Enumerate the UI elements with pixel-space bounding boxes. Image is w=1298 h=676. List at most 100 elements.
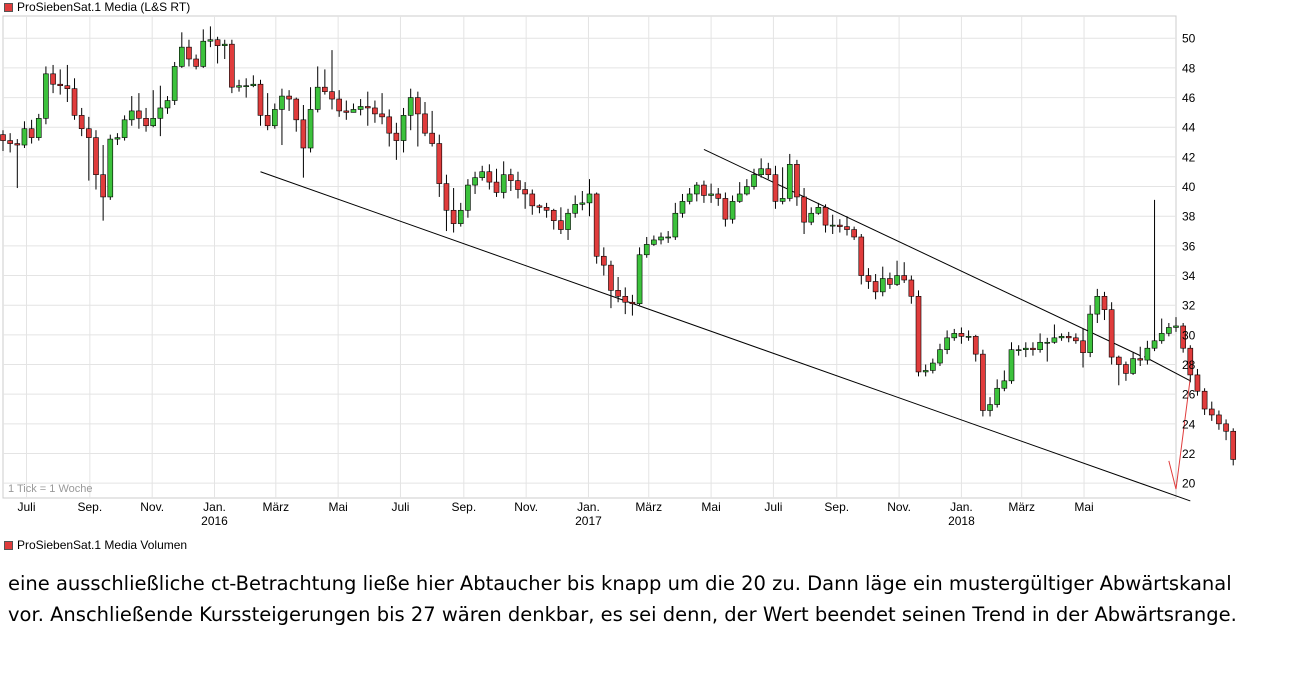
- candle-down: [1216, 410, 1222, 430]
- candle-body: [543, 207, 550, 211]
- candle-body: [844, 226, 850, 230]
- candle-down: [429, 110, 435, 147]
- candle-up: [171, 61, 178, 105]
- candle-up: [758, 158, 764, 178]
- candle-body: [364, 106, 371, 109]
- candle-down: [958, 327, 965, 344]
- candle-body: [357, 106, 364, 110]
- candle-down: [64, 64, 71, 103]
- candle-body: [1201, 390, 1208, 410]
- candle-down: [822, 204, 829, 233]
- candle-down: [14, 139, 21, 189]
- x-tick-label: März: [262, 500, 289, 514]
- candle-body: [457, 209, 464, 224]
- candle-body: [386, 116, 393, 134]
- x-tick-label: März: [1008, 500, 1035, 514]
- candle-body: [157, 107, 164, 119]
- candle-body: [57, 83, 64, 87]
- candle-body: [872, 281, 879, 293]
- candle-down: [794, 159, 800, 206]
- candle-body: [450, 209, 457, 224]
- candlestick-series: [0, 26, 1237, 466]
- candle-down: [1101, 291, 1108, 321]
- candle-down: [765, 162, 772, 180]
- candle-down: [1030, 342, 1036, 356]
- candle-up: [350, 103, 357, 113]
- candle-down: [593, 192, 600, 264]
- candle-up: [665, 231, 671, 243]
- candle-down: [772, 165, 779, 209]
- candle-body: [114, 137, 121, 140]
- candle-body: [615, 290, 621, 297]
- candle-body: [28, 128, 35, 138]
- candle-up: [744, 179, 750, 196]
- candle-body: [343, 110, 350, 113]
- candle-body: [314, 86, 321, 110]
- candle-body: [400, 115, 407, 141]
- candle-body: [965, 336, 972, 338]
- candle-body: [1022, 347, 1029, 350]
- candle-body: [901, 275, 908, 281]
- candle-body: [608, 264, 614, 291]
- candle-up: [465, 179, 471, 218]
- candle-down: [1073, 333, 1079, 344]
- candle-up: [994, 379, 1000, 408]
- candle-down: [622, 287, 629, 315]
- candle-body: [651, 239, 657, 245]
- candle-body: [865, 275, 872, 282]
- candle-down: [372, 100, 378, 123]
- x-tick-label: Jan.: [203, 500, 226, 514]
- candle-down: [386, 109, 393, 147]
- candle-down: [143, 107, 149, 132]
- candle-body: [1223, 423, 1229, 432]
- candle-up: [1166, 322, 1172, 337]
- candle-down: [214, 36, 221, 64]
- candle-body: [701, 184, 707, 196]
- candle-body: [529, 193, 536, 207]
- candle-body: [930, 362, 936, 371]
- candle-up: [500, 161, 507, 199]
- candle-body: [443, 183, 450, 211]
- candle-up: [1037, 333, 1043, 353]
- candle-body: [565, 212, 571, 230]
- x-tick-label: Mai: [701, 500, 720, 514]
- candle-down: [901, 262, 908, 283]
- candle-body: [601, 255, 607, 266]
- price-legend-label: ProSiebenSat.1 Media (L&S RT): [17, 0, 191, 14]
- candle-down: [28, 119, 35, 144]
- y-tick-label: 42: [1182, 150, 1196, 164]
- candle-body: [879, 278, 886, 293]
- y-tick-label: 48: [1182, 61, 1196, 75]
- candle-body: [121, 119, 128, 138]
- candle-body: [1194, 374, 1201, 392]
- candle-down: [1108, 302, 1115, 365]
- candle-down: [522, 182, 528, 209]
- candle-up: [43, 66, 49, 125]
- candle-up: [407, 88, 414, 131]
- candle-body: [937, 349, 943, 364]
- candle-body: [186, 46, 192, 60]
- candle-down: [443, 174, 450, 232]
- candle-body: [207, 39, 214, 42]
- candle-body: [686, 193, 693, 202]
- candle-down: [1223, 419, 1229, 441]
- candle-body: [179, 46, 185, 67]
- candle-body: [515, 180, 521, 190]
- candle-up: [479, 165, 486, 181]
- candle-down: [715, 188, 722, 206]
- candle-up: [729, 195, 736, 224]
- y-tick-label: 26: [1182, 388, 1196, 402]
- commentary-line-1: eine ausschließliche ct-Betrachtung ließ…: [8, 572, 1232, 595]
- candle-down: [193, 54, 199, 70]
- x-tick-label: Nov.: [514, 500, 538, 514]
- candle-body: [293, 98, 300, 121]
- chart-grid: [2, 15, 1177, 499]
- candle-body: [1187, 347, 1194, 376]
- candle-down: [536, 204, 543, 214]
- candle-down: [422, 102, 428, 137]
- candle-up: [894, 260, 900, 286]
- candle-down: [529, 189, 536, 215]
- candle-up: [736, 182, 743, 203]
- candle-down: [343, 100, 350, 120]
- candle-down: [1080, 328, 1086, 368]
